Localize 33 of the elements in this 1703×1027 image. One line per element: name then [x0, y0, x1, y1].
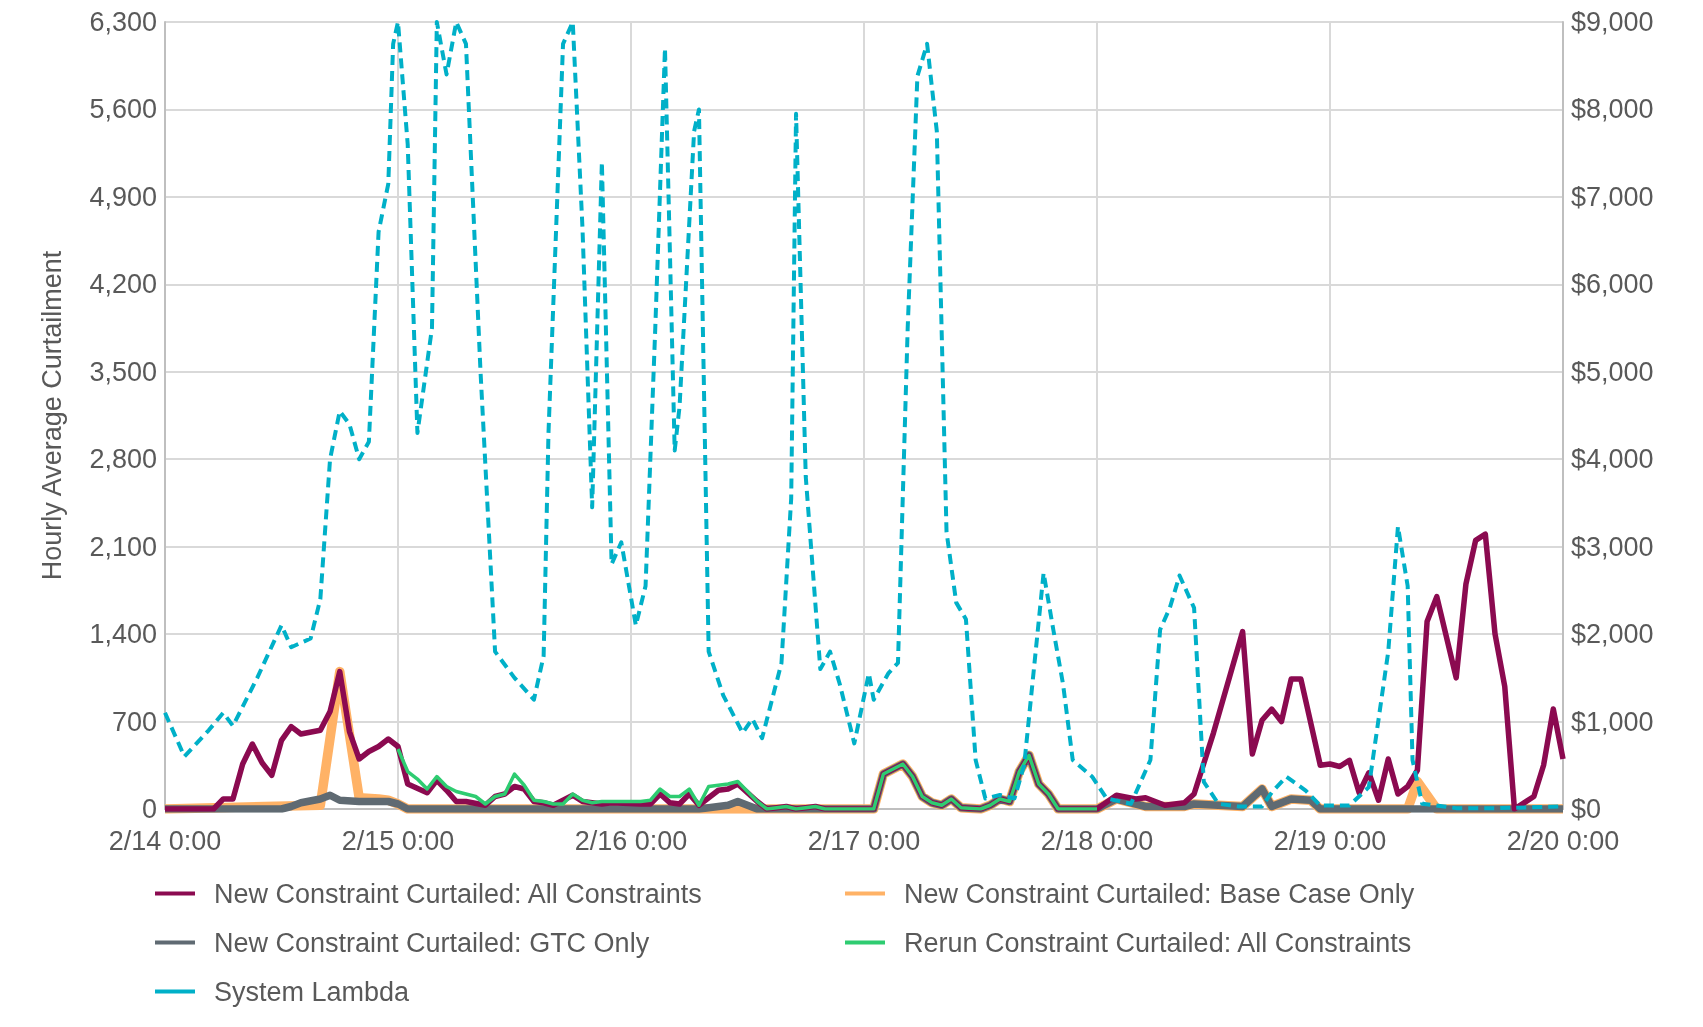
y-tick-label: 3,500 — [89, 356, 157, 387]
legend-label: New Constraint Curtailed: Base Case Only — [904, 878, 1415, 909]
y2-tick-label: $7,000 — [1571, 181, 1654, 212]
y2-tick-label: $5,000 — [1571, 356, 1654, 387]
x-tick-label: 2/15 0:00 — [341, 825, 455, 856]
y-tick-label: 4,200 — [89, 269, 157, 300]
legend-label: New Constraint Curtailed: All Constraints — [214, 878, 702, 909]
y-tick-label: 1,400 — [89, 619, 157, 650]
x-tick-label: 2/20 0:00 — [1506, 825, 1620, 856]
y-tick-label: 2,800 — [89, 444, 157, 475]
x-tick-label: 2/18 0:00 — [1040, 825, 1154, 856]
y-axis-title: Hourly Average Curtailment — [36, 250, 67, 581]
y-tick-label: 0 — [141, 794, 157, 824]
y2-tick-label: $4,000 — [1571, 444, 1654, 475]
y-tick-label: 2,100 — [89, 531, 157, 562]
y-tick-label: 4,900 — [89, 181, 157, 212]
x-tick-label: 2/16 0:00 — [574, 825, 688, 856]
x-tick-label: 2/19 0:00 — [1273, 825, 1387, 856]
y2-tick-label: $1,000 — [1571, 706, 1654, 737]
y-tick-label: 5,600 — [89, 94, 157, 125]
legend-label: System Lambda — [214, 976, 411, 1007]
y2-tick-label: $9,000 — [1571, 7, 1654, 37]
y2-tick-label: $2,000 — [1571, 619, 1654, 650]
y2-tick-label: $0 — [1571, 794, 1602, 824]
y-tick-label: 700 — [111, 706, 157, 737]
y2-tick-label: $8,000 — [1571, 94, 1654, 125]
y2-tick-label: $3,000 — [1571, 531, 1654, 562]
y-tick-label: 6,300 — [89, 7, 157, 37]
y2-tick-label: $6,000 — [1571, 269, 1654, 300]
legend-label: Rerun Constraint Curtailed: All Constraints — [904, 927, 1412, 958]
x-tick-label: 2/17 0:00 — [807, 825, 921, 856]
x-tick-label: 2/14 0:00 — [108, 825, 222, 856]
legend-label: New Constraint Curtailed: GTC Only — [214, 927, 650, 958]
